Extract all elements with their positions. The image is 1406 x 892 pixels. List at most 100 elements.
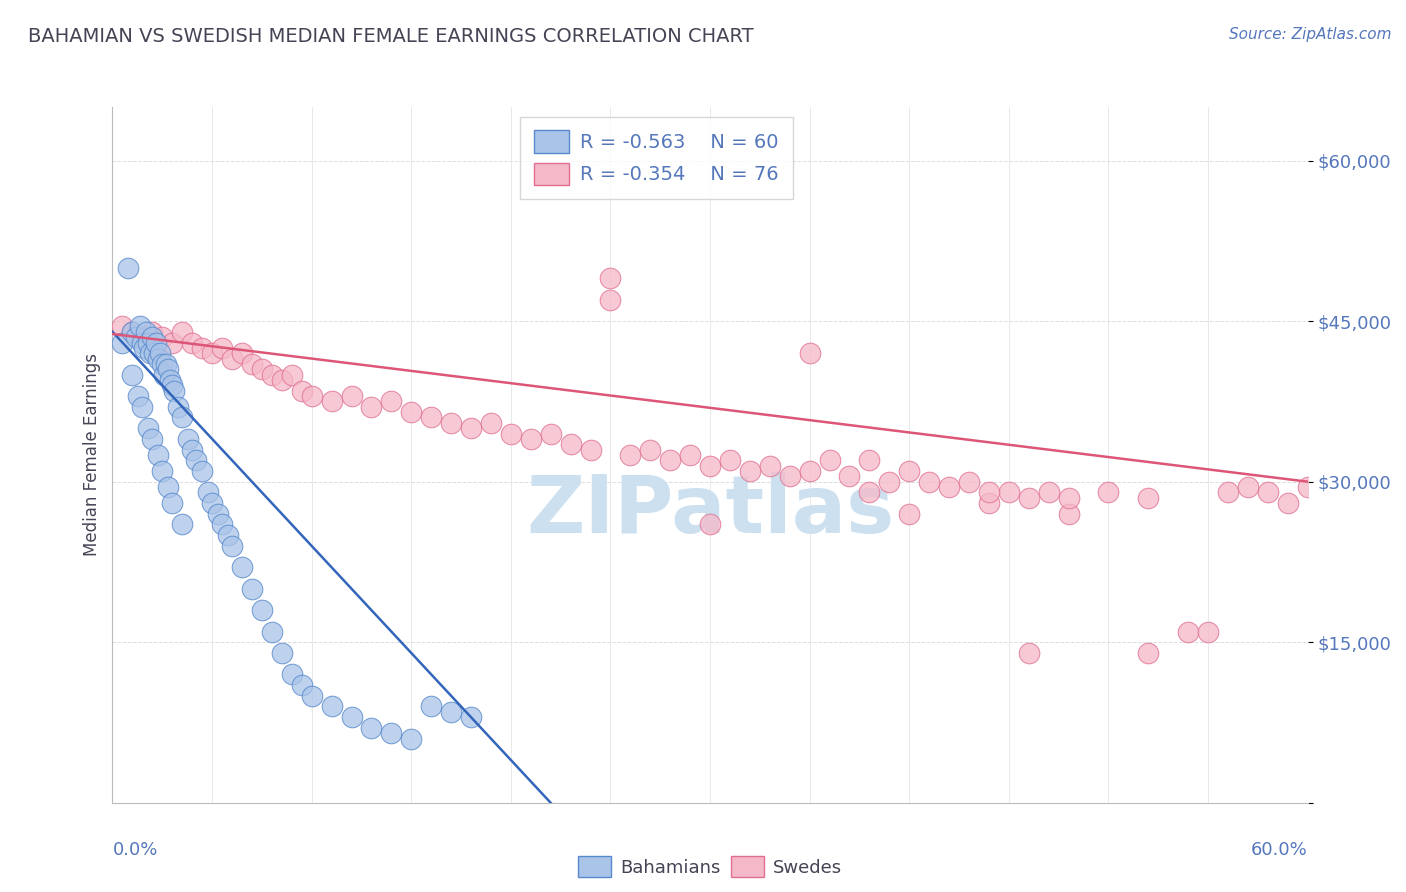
Point: [221, 539, 243, 553]
Point: [799, 346, 821, 360]
Text: ZIPatlas: ZIPatlas: [526, 472, 894, 549]
Point: [141, 432, 163, 446]
Point: [162, 378, 183, 392]
Point: [211, 341, 233, 355]
Point: [380, 394, 402, 409]
Point: [479, 416, 502, 430]
Point: [560, 437, 582, 451]
Point: [520, 432, 543, 446]
Point: [191, 341, 214, 355]
Point: [898, 464, 921, 478]
Point: [998, 485, 1021, 500]
Point: [460, 710, 482, 724]
Point: [150, 464, 173, 478]
Point: [217, 528, 239, 542]
Point: [340, 389, 363, 403]
Point: [1177, 624, 1199, 639]
Point: [659, 453, 682, 467]
Point: [172, 325, 194, 339]
Point: [540, 426, 562, 441]
Point: [111, 319, 134, 334]
Point: [1216, 485, 1239, 500]
Y-axis label: Median Female Earnings: Median Female Earnings: [83, 353, 101, 557]
Point: [172, 410, 194, 425]
Point: [699, 458, 721, 473]
Point: [579, 442, 602, 457]
Point: [186, 453, 208, 467]
Point: [759, 458, 782, 473]
Point: [619, 448, 641, 462]
Point: [1237, 480, 1260, 494]
Point: [270, 646, 292, 660]
Point: [139, 346, 162, 360]
Point: [699, 517, 721, 532]
Point: [121, 368, 143, 382]
Point: [977, 496, 1000, 510]
Point: [938, 480, 960, 494]
Point: [877, 475, 900, 489]
Point: [221, 351, 243, 366]
Point: [1137, 646, 1160, 660]
Point: [250, 362, 273, 376]
Point: [440, 416, 463, 430]
Point: [1018, 491, 1040, 505]
Point: [131, 330, 153, 344]
Point: [135, 325, 157, 339]
Point: [191, 464, 214, 478]
Point: [121, 325, 143, 339]
Point: [162, 335, 183, 350]
Text: Source: ZipAtlas.com: Source: ZipAtlas.com: [1229, 27, 1392, 42]
Point: [138, 421, 160, 435]
Point: [157, 362, 180, 376]
Point: [301, 389, 323, 403]
Point: [301, 689, 323, 703]
Point: [291, 384, 314, 398]
Point: [138, 335, 160, 350]
Point: [360, 400, 382, 414]
Point: [858, 485, 880, 500]
Text: 60.0%: 60.0%: [1251, 841, 1308, 859]
Point: [599, 271, 621, 285]
Point: [1257, 485, 1279, 500]
Point: [360, 721, 382, 735]
Point: [148, 351, 170, 366]
Point: [121, 325, 143, 339]
Point: [1277, 496, 1299, 510]
Point: [162, 496, 183, 510]
Point: [153, 368, 176, 382]
Point: [145, 335, 167, 350]
Point: [1057, 491, 1080, 505]
Point: [638, 442, 662, 457]
Point: [499, 426, 522, 441]
Point: [125, 330, 148, 344]
Point: [838, 469, 860, 483]
Point: [1038, 485, 1060, 500]
Point: [1097, 485, 1119, 500]
Point: [211, 517, 233, 532]
Point: [134, 341, 156, 355]
Point: [918, 475, 941, 489]
Point: [380, 726, 402, 740]
Point: [157, 480, 180, 494]
Point: [177, 432, 200, 446]
Point: [129, 319, 152, 334]
Point: [440, 705, 463, 719]
Point: [131, 335, 153, 350]
Point: [718, 453, 741, 467]
Point: [818, 453, 841, 467]
Point: [1018, 646, 1040, 660]
Point: [1197, 624, 1219, 639]
Point: [201, 496, 224, 510]
Point: [321, 699, 343, 714]
Point: [150, 357, 173, 371]
Point: [231, 346, 253, 360]
Point: [1296, 480, 1319, 494]
Point: [401, 731, 423, 746]
Point: [898, 507, 921, 521]
Point: [291, 678, 314, 692]
Text: 0.0%: 0.0%: [112, 841, 157, 859]
Point: [167, 400, 190, 414]
Point: [159, 373, 181, 387]
Point: [321, 394, 343, 409]
Point: [401, 405, 423, 419]
